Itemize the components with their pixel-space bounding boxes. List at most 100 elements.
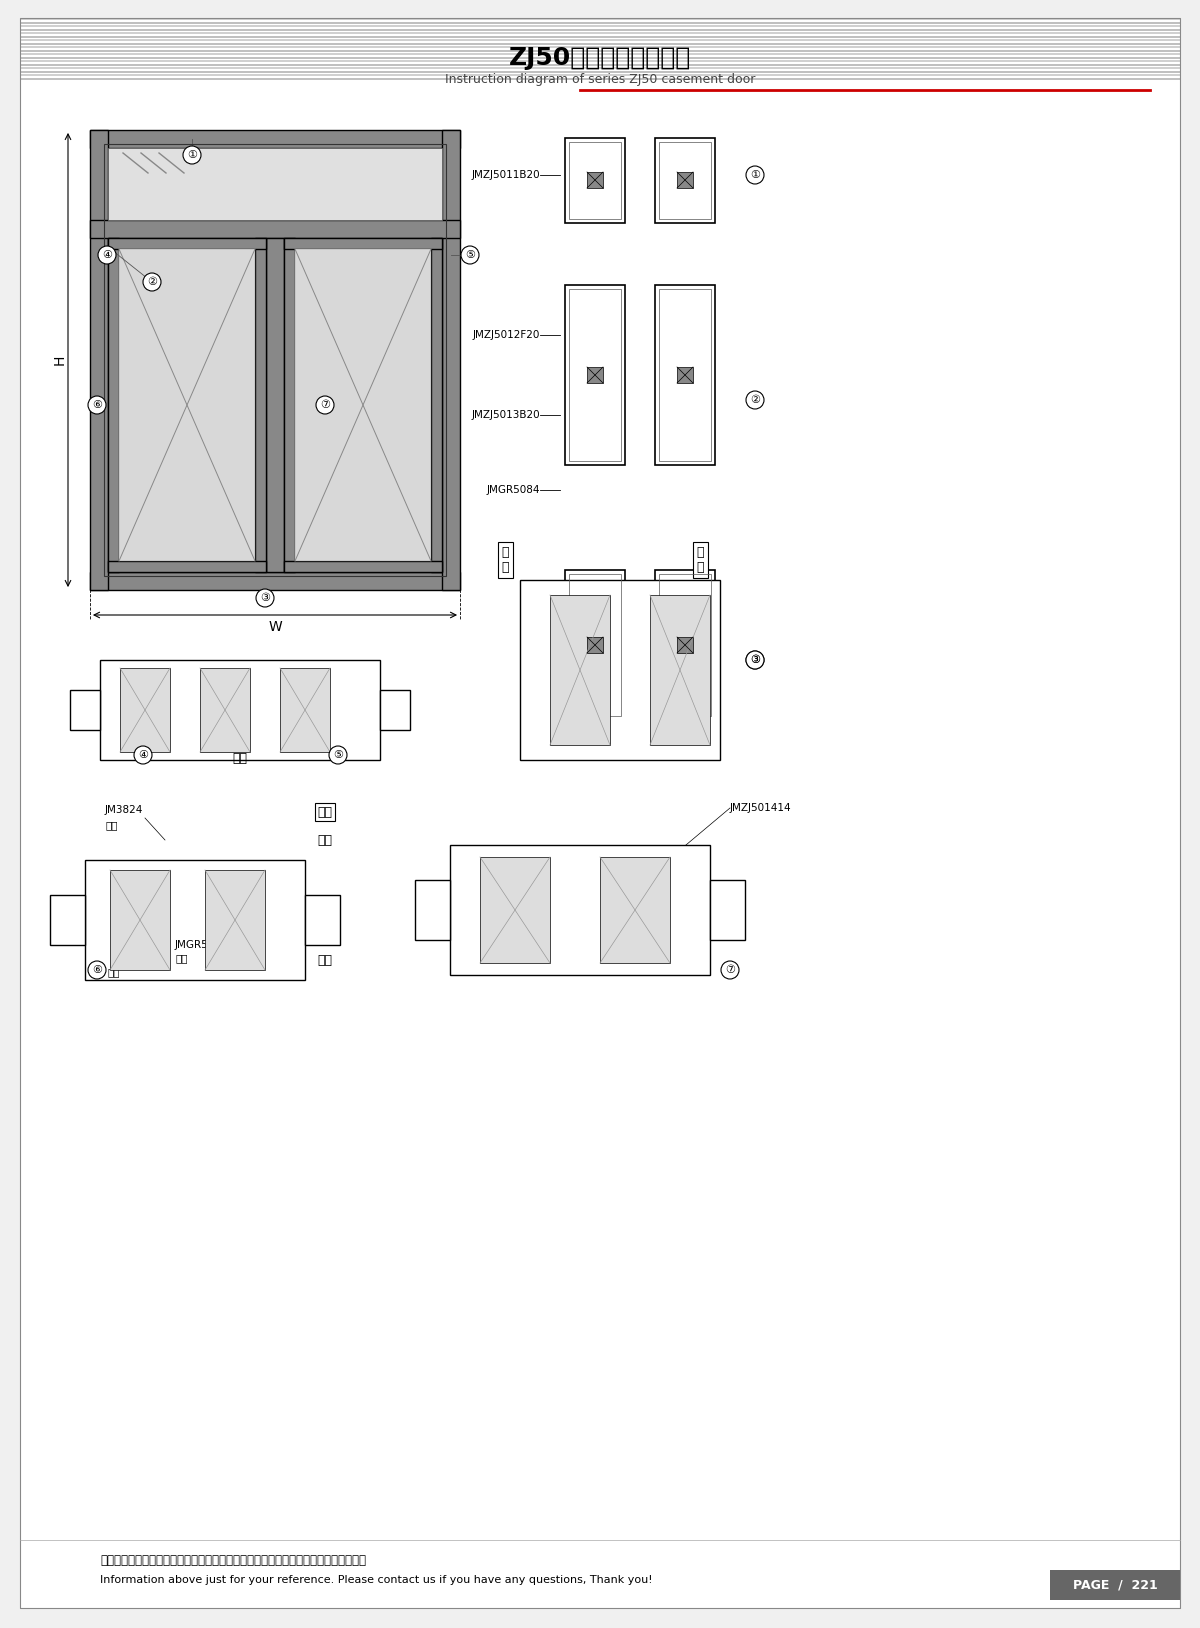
Circle shape (746, 391, 764, 409)
Bar (587, 366, 604, 383)
Bar (587, 173, 604, 187)
Bar (569, 142, 622, 218)
Bar (284, 238, 442, 249)
Bar (110, 869, 170, 970)
Text: 室内: 室内 (318, 806, 332, 819)
Bar (20, 49, 1180, 52)
Circle shape (88, 396, 106, 414)
Text: H: H (53, 355, 67, 365)
Bar (650, 594, 710, 746)
Circle shape (143, 274, 161, 291)
Bar (550, 594, 610, 746)
Bar (20, 63, 1180, 65)
Text: JMZJ5012F20: JMZJ5012F20 (473, 330, 540, 340)
Bar (415, 881, 450, 939)
Bar (50, 895, 85, 944)
Bar (108, 238, 266, 249)
Bar (20, 78, 1180, 80)
Bar (100, 659, 380, 760)
Bar (20, 67, 1180, 68)
Bar (284, 238, 295, 571)
Text: JMZJ5011B20: JMZJ5011B20 (472, 169, 540, 181)
Bar (20, 36, 1180, 37)
Bar (90, 571, 460, 589)
Bar (256, 238, 266, 571)
Circle shape (329, 746, 347, 764)
Text: ⑥: ⑥ (92, 400, 102, 410)
Circle shape (746, 651, 764, 669)
Bar (20, 39, 1180, 41)
Bar (565, 137, 625, 223)
Bar (20, 33, 1180, 34)
Bar (90, 130, 108, 589)
Bar (659, 142, 710, 218)
Text: JM3824: JM3824 (106, 804, 143, 816)
Circle shape (721, 961, 739, 978)
Bar (119, 249, 256, 562)
Text: ⑦: ⑦ (725, 965, 734, 975)
Bar (20, 29, 1180, 31)
Text: ②: ② (750, 396, 760, 405)
Bar (90, 130, 460, 148)
Bar (569, 575, 622, 716)
Text: Information above just for your reference. Please contact us if you have any que: Information above just for your referenc… (100, 1574, 653, 1586)
Bar (284, 562, 442, 571)
Text: JMGR5236: JMGR5236 (175, 939, 229, 951)
Bar (90, 220, 460, 238)
Text: ④: ④ (138, 751, 148, 760)
Text: 室内: 室内 (318, 834, 332, 847)
Text: ③: ③ (750, 654, 760, 664)
Text: 合页: 合页 (108, 967, 120, 977)
Bar (655, 137, 715, 223)
Bar (431, 238, 442, 571)
Text: ④: ④ (102, 251, 112, 260)
Circle shape (746, 166, 764, 184)
Bar (108, 562, 266, 571)
Bar (600, 856, 670, 964)
Bar (480, 856, 550, 964)
Circle shape (182, 147, 202, 164)
Bar (20, 18, 1180, 20)
Circle shape (461, 246, 479, 264)
Bar (587, 637, 604, 653)
Text: ①: ① (750, 169, 760, 181)
Bar (108, 238, 119, 571)
Bar (104, 143, 446, 576)
Text: ⑤: ⑤ (334, 751, 343, 760)
Text: 室外: 室外 (233, 752, 247, 765)
Bar (655, 570, 715, 720)
Text: ⑥: ⑥ (92, 965, 102, 975)
Bar (295, 249, 431, 562)
Bar (677, 173, 694, 187)
Bar (565, 570, 625, 720)
Text: 图中所示型材截面、装配、编号、尺寸及重量仅供参考。如有疑问，请向本公司查询。: 图中所示型材截面、装配、编号、尺寸及重量仅供参考。如有疑问，请向本公司查询。 (100, 1553, 366, 1566)
Text: 角码: 角码 (175, 952, 187, 964)
Text: 室外: 室外 (318, 954, 332, 967)
Bar (305, 895, 340, 944)
Bar (20, 73, 1180, 77)
Bar (120, 667, 170, 752)
Text: 角码: 角码 (106, 821, 118, 830)
Bar (70, 690, 100, 729)
Text: 室
外: 室 外 (696, 545, 703, 575)
Bar (200, 667, 250, 752)
Circle shape (98, 246, 116, 264)
Bar (710, 881, 745, 939)
Text: ②: ② (148, 277, 157, 287)
Bar (569, 290, 622, 461)
Circle shape (134, 746, 152, 764)
Text: ⑦: ⑦ (320, 400, 330, 410)
Bar (108, 148, 442, 220)
Text: 室
内: 室 内 (502, 545, 509, 575)
Text: ZJ50系列平开门结构图: ZJ50系列平开门结构图 (509, 46, 691, 70)
Text: ①: ① (187, 150, 197, 160)
Text: PAGE  /  221: PAGE / 221 (1073, 1579, 1157, 1592)
Bar (659, 575, 710, 716)
Circle shape (256, 589, 274, 607)
Bar (266, 238, 284, 571)
Circle shape (88, 961, 106, 978)
Bar (1050, 1569, 1180, 1600)
Bar (20, 60, 1180, 62)
Circle shape (316, 396, 334, 414)
Text: ③: ③ (750, 654, 760, 664)
